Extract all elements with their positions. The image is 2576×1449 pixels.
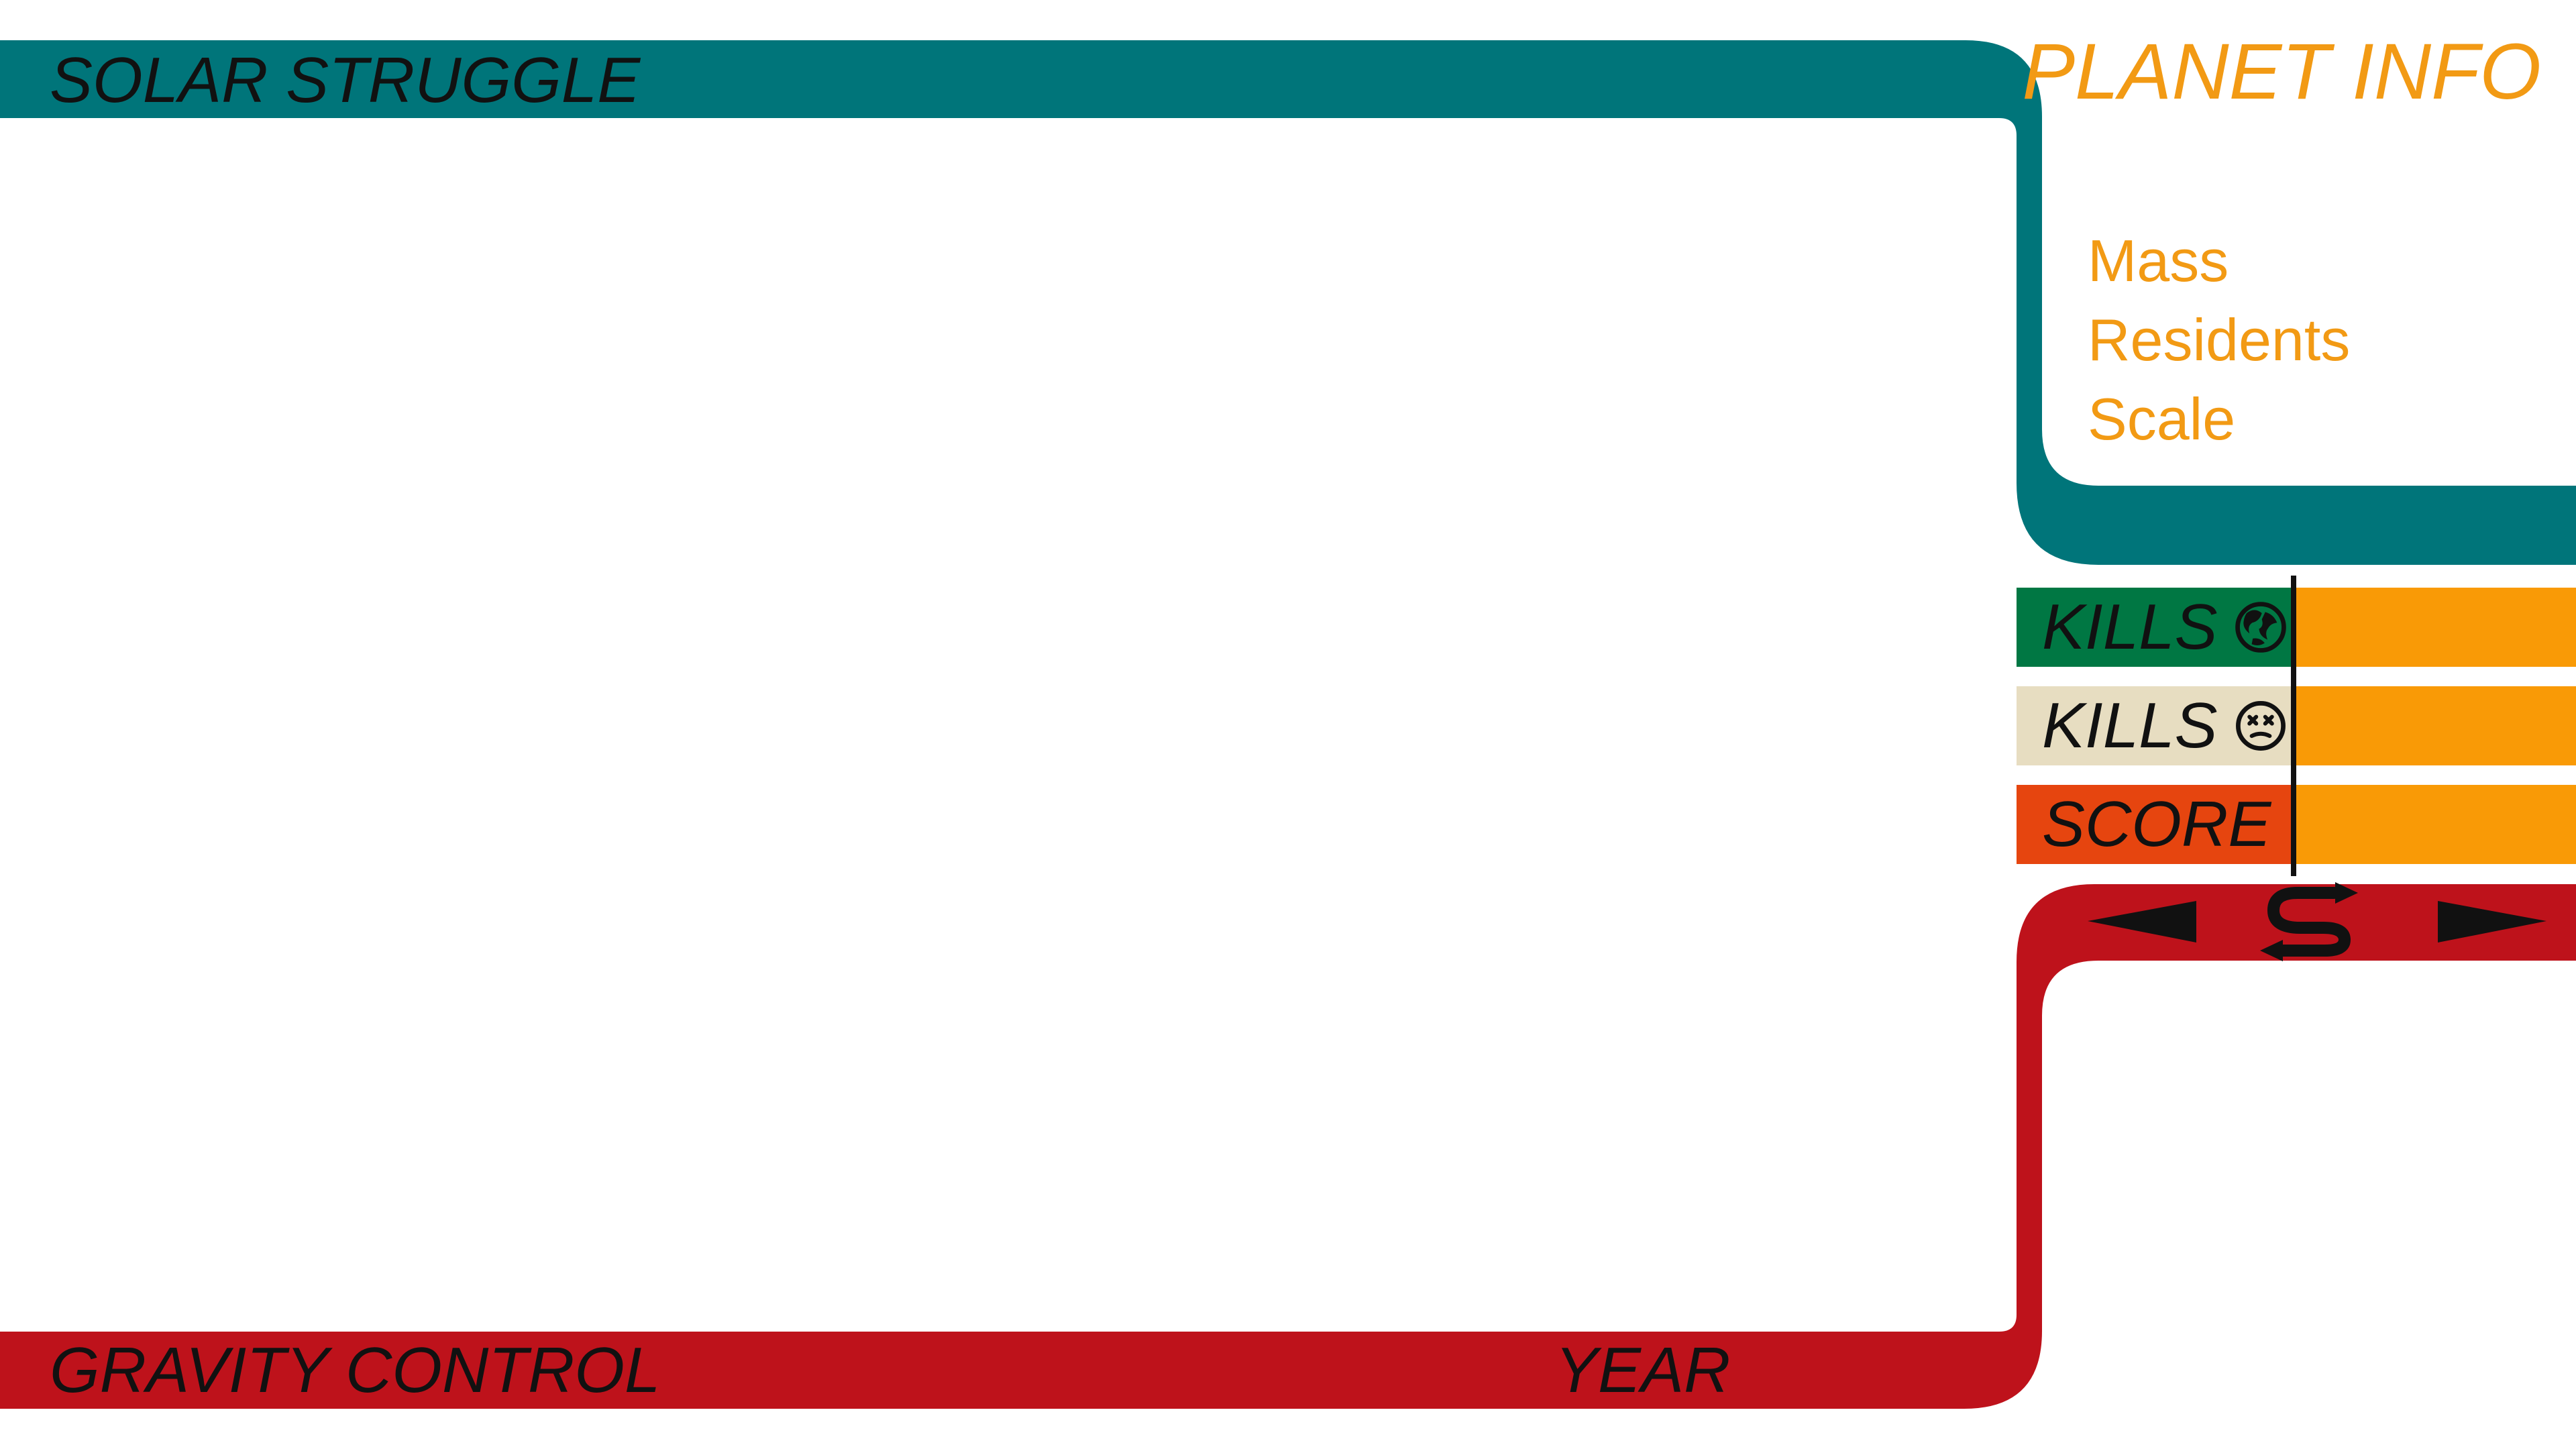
kills-residents-label-bg [2017,686,2293,765]
planet-info-title: PLANET INFO [2022,28,2541,116]
score-label-bg [2017,785,2293,864]
planet-icon [2235,602,2286,653]
kills-residents-row: KILLS [2017,686,2576,765]
kills-residents-label-text: KILLS [2042,690,2218,761]
game-title: SOLAR STRUGGLE [50,44,641,116]
score-value-bg [2293,785,2576,864]
top-frame-bar [0,40,2576,565]
triangle-right-icon[interactable] [2434,882,2546,963]
planet-residents-label: Residents [2088,307,2351,373]
dead-face-icon [2235,701,2286,751]
planet-info-list: Mass Residents Scale [2088,221,2350,459]
score-value [2297,785,2576,864]
gravity-control-label: GRAVITY CONTROL [50,1334,661,1406]
bottom-frame-bar [0,884,2576,1409]
kills-planets-label-text: KILLS [2042,591,2218,663]
kills-residents-value [2297,686,2576,765]
kills-planets-row: KILLS [2017,588,2576,667]
triangle-left-icon[interactable] [2088,882,2200,963]
kills-planets-value [2297,588,2576,667]
kills-planets-label: KILLS [2017,588,2294,667]
kills-residents-value-bg [2293,686,2576,765]
score-row: SCORE [2017,785,2576,864]
score-label-text: SCORE [2042,788,2271,860]
year-label: YEAR [1555,1334,1731,1406]
planet-mass-label: Mass [2088,227,2229,294]
score-label: SCORE [2017,785,2294,864]
kills-planets-value-bg [2293,588,2576,667]
stats-divider [2291,576,2296,876]
kills-residents-label: KILLS [2017,686,2294,765]
s-swap-icon[interactable] [2251,882,2375,963]
planet-scale-label: Scale [2088,386,2236,452]
